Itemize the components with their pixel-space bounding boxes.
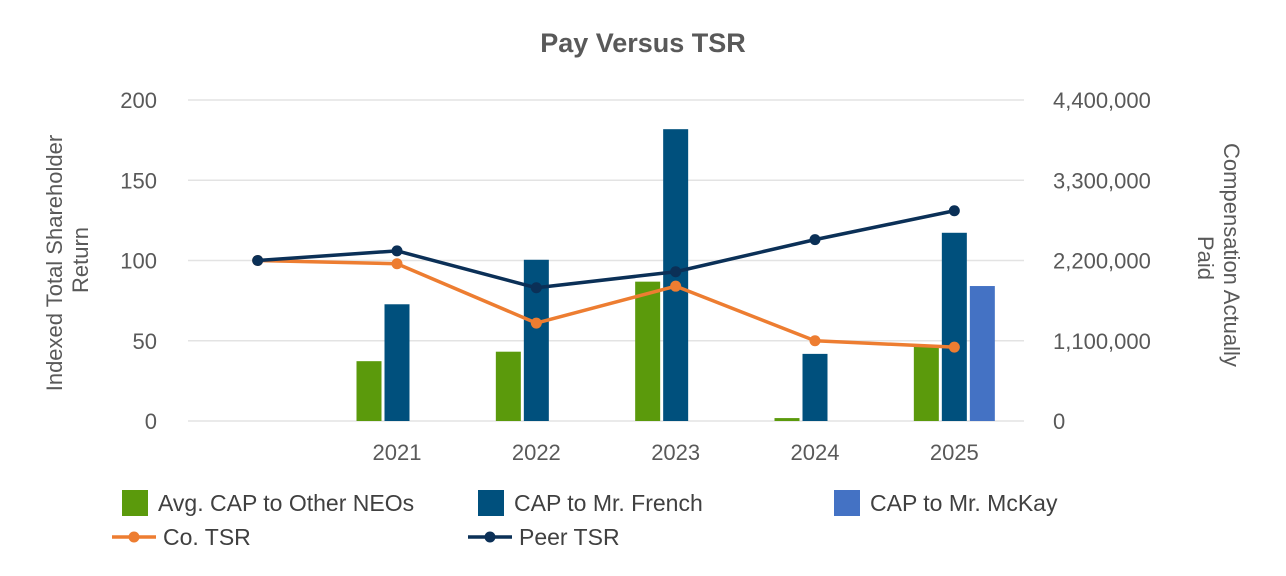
point-peer-tsr — [948, 205, 960, 217]
right-tick-label: 4,400,000 — [1053, 88, 1151, 113]
right-axis-label-line-2: Paid — [1193, 236, 1218, 280]
chart-title: Pay Versus TSR — [540, 28, 746, 58]
bar-cap-to-mr-french-2024 — [802, 353, 828, 421]
legend-item-peer-tsr: Peer TSR — [468, 524, 620, 550]
point-peer-tsr — [391, 245, 403, 257]
legend-item-avg-cap-to-other-neos: Avg. CAP to Other NEOs — [122, 490, 414, 516]
point-co-tsr — [670, 280, 682, 292]
bar-avg-cap-to-other-neos-2024 — [774, 418, 800, 421]
legend-swatch — [478, 490, 504, 516]
legend-swatch — [122, 490, 148, 516]
right-tick-label: 1,100,000 — [1053, 329, 1151, 354]
line-peer-tsr — [255, 208, 957, 290]
point-co-tsr — [948, 341, 960, 353]
line-co-tsr — [255, 258, 957, 349]
legend-label: Peer TSR — [519, 524, 620, 550]
left-axis-label-line-1: Indexed Total Shareholder — [42, 135, 67, 391]
right-tick-label: 2,200,000 — [1053, 249, 1151, 274]
point-co-tsr — [530, 317, 542, 329]
left-tick-label: 0 — [145, 409, 157, 434]
bar-avg-cap-to-other-neos-2021 — [356, 361, 382, 421]
bar-cap-to-mr-french-2021 — [384, 304, 410, 421]
legend-label: CAP to Mr. French — [514, 490, 703, 516]
right-tick-label: 3,300,000 — [1053, 168, 1151, 193]
x-tick-label: 2021 — [373, 440, 422, 465]
legend-label: CAP to Mr. McKay — [870, 490, 1058, 516]
x-tick-label: 2024 — [791, 440, 840, 465]
bar-avg-cap-to-other-neos-2023 — [635, 281, 661, 421]
left-tick-label: 200 — [120, 88, 157, 113]
right-axis-label: Compensation Actually Paid — [1193, 143, 1244, 373]
right-tick-label: 0 — [1053, 409, 1065, 434]
legend-item-cap-to-mr-french: CAP to Mr. French — [478, 490, 703, 516]
bars — [356, 129, 995, 421]
point-co-tsr — [391, 258, 403, 270]
point-co-tsr — [809, 335, 821, 347]
left-tick-label: 150 — [120, 168, 157, 193]
legend: Avg. CAP to Other NEOs CAP to Mr. French C… — [112, 490, 1058, 550]
left-tick-label: 50 — [133, 329, 157, 354]
legend-item-co-tsr: Co. TSR — [112, 524, 251, 550]
bar-avg-cap-to-other-neos-2022 — [495, 351, 521, 421]
x-axis-ticks: 2021 2022 2023 2024 2025 — [373, 440, 979, 465]
point-peer-tsr — [530, 282, 542, 294]
legend-label: Avg. CAP to Other NEOs — [158, 490, 414, 516]
x-tick-label: 2023 — [651, 440, 700, 465]
point-peer-tsr — [670, 266, 682, 278]
point-peer-tsr — [809, 234, 821, 246]
legend-item-cap-to-mr-mckay: CAP to Mr. McKay — [834, 490, 1058, 516]
left-axis-label-line-2: Return — [68, 227, 93, 293]
left-axis-ticks: 0 50 100 150 200 — [120, 88, 157, 434]
legend-label: Co. TSR — [163, 524, 251, 550]
right-axis-label-line-1: Compensation Actually — [1219, 143, 1244, 367]
bar-cap-to-mr-mckay-2025 — [969, 286, 995, 421]
right-axis-ticks: 0 1,100,000 2,200,000 3,300,000 4,400,000 — [1053, 88, 1151, 434]
left-tick-label: 100 — [120, 249, 157, 274]
legend-marker — [128, 531, 140, 543]
legend-swatch — [834, 490, 860, 516]
x-tick-label: 2025 — [930, 440, 979, 465]
lines — [252, 205, 960, 353]
left-axis-label: Indexed Total Shareholder Return — [42, 129, 93, 392]
bar-avg-cap-to-other-neos-2025 — [913, 345, 939, 421]
bar-cap-to-mr-french-2025 — [941, 232, 967, 421]
legend-marker — [484, 531, 496, 543]
point-peer-tsr — [252, 255, 264, 266]
x-tick-label: 2022 — [512, 440, 561, 465]
